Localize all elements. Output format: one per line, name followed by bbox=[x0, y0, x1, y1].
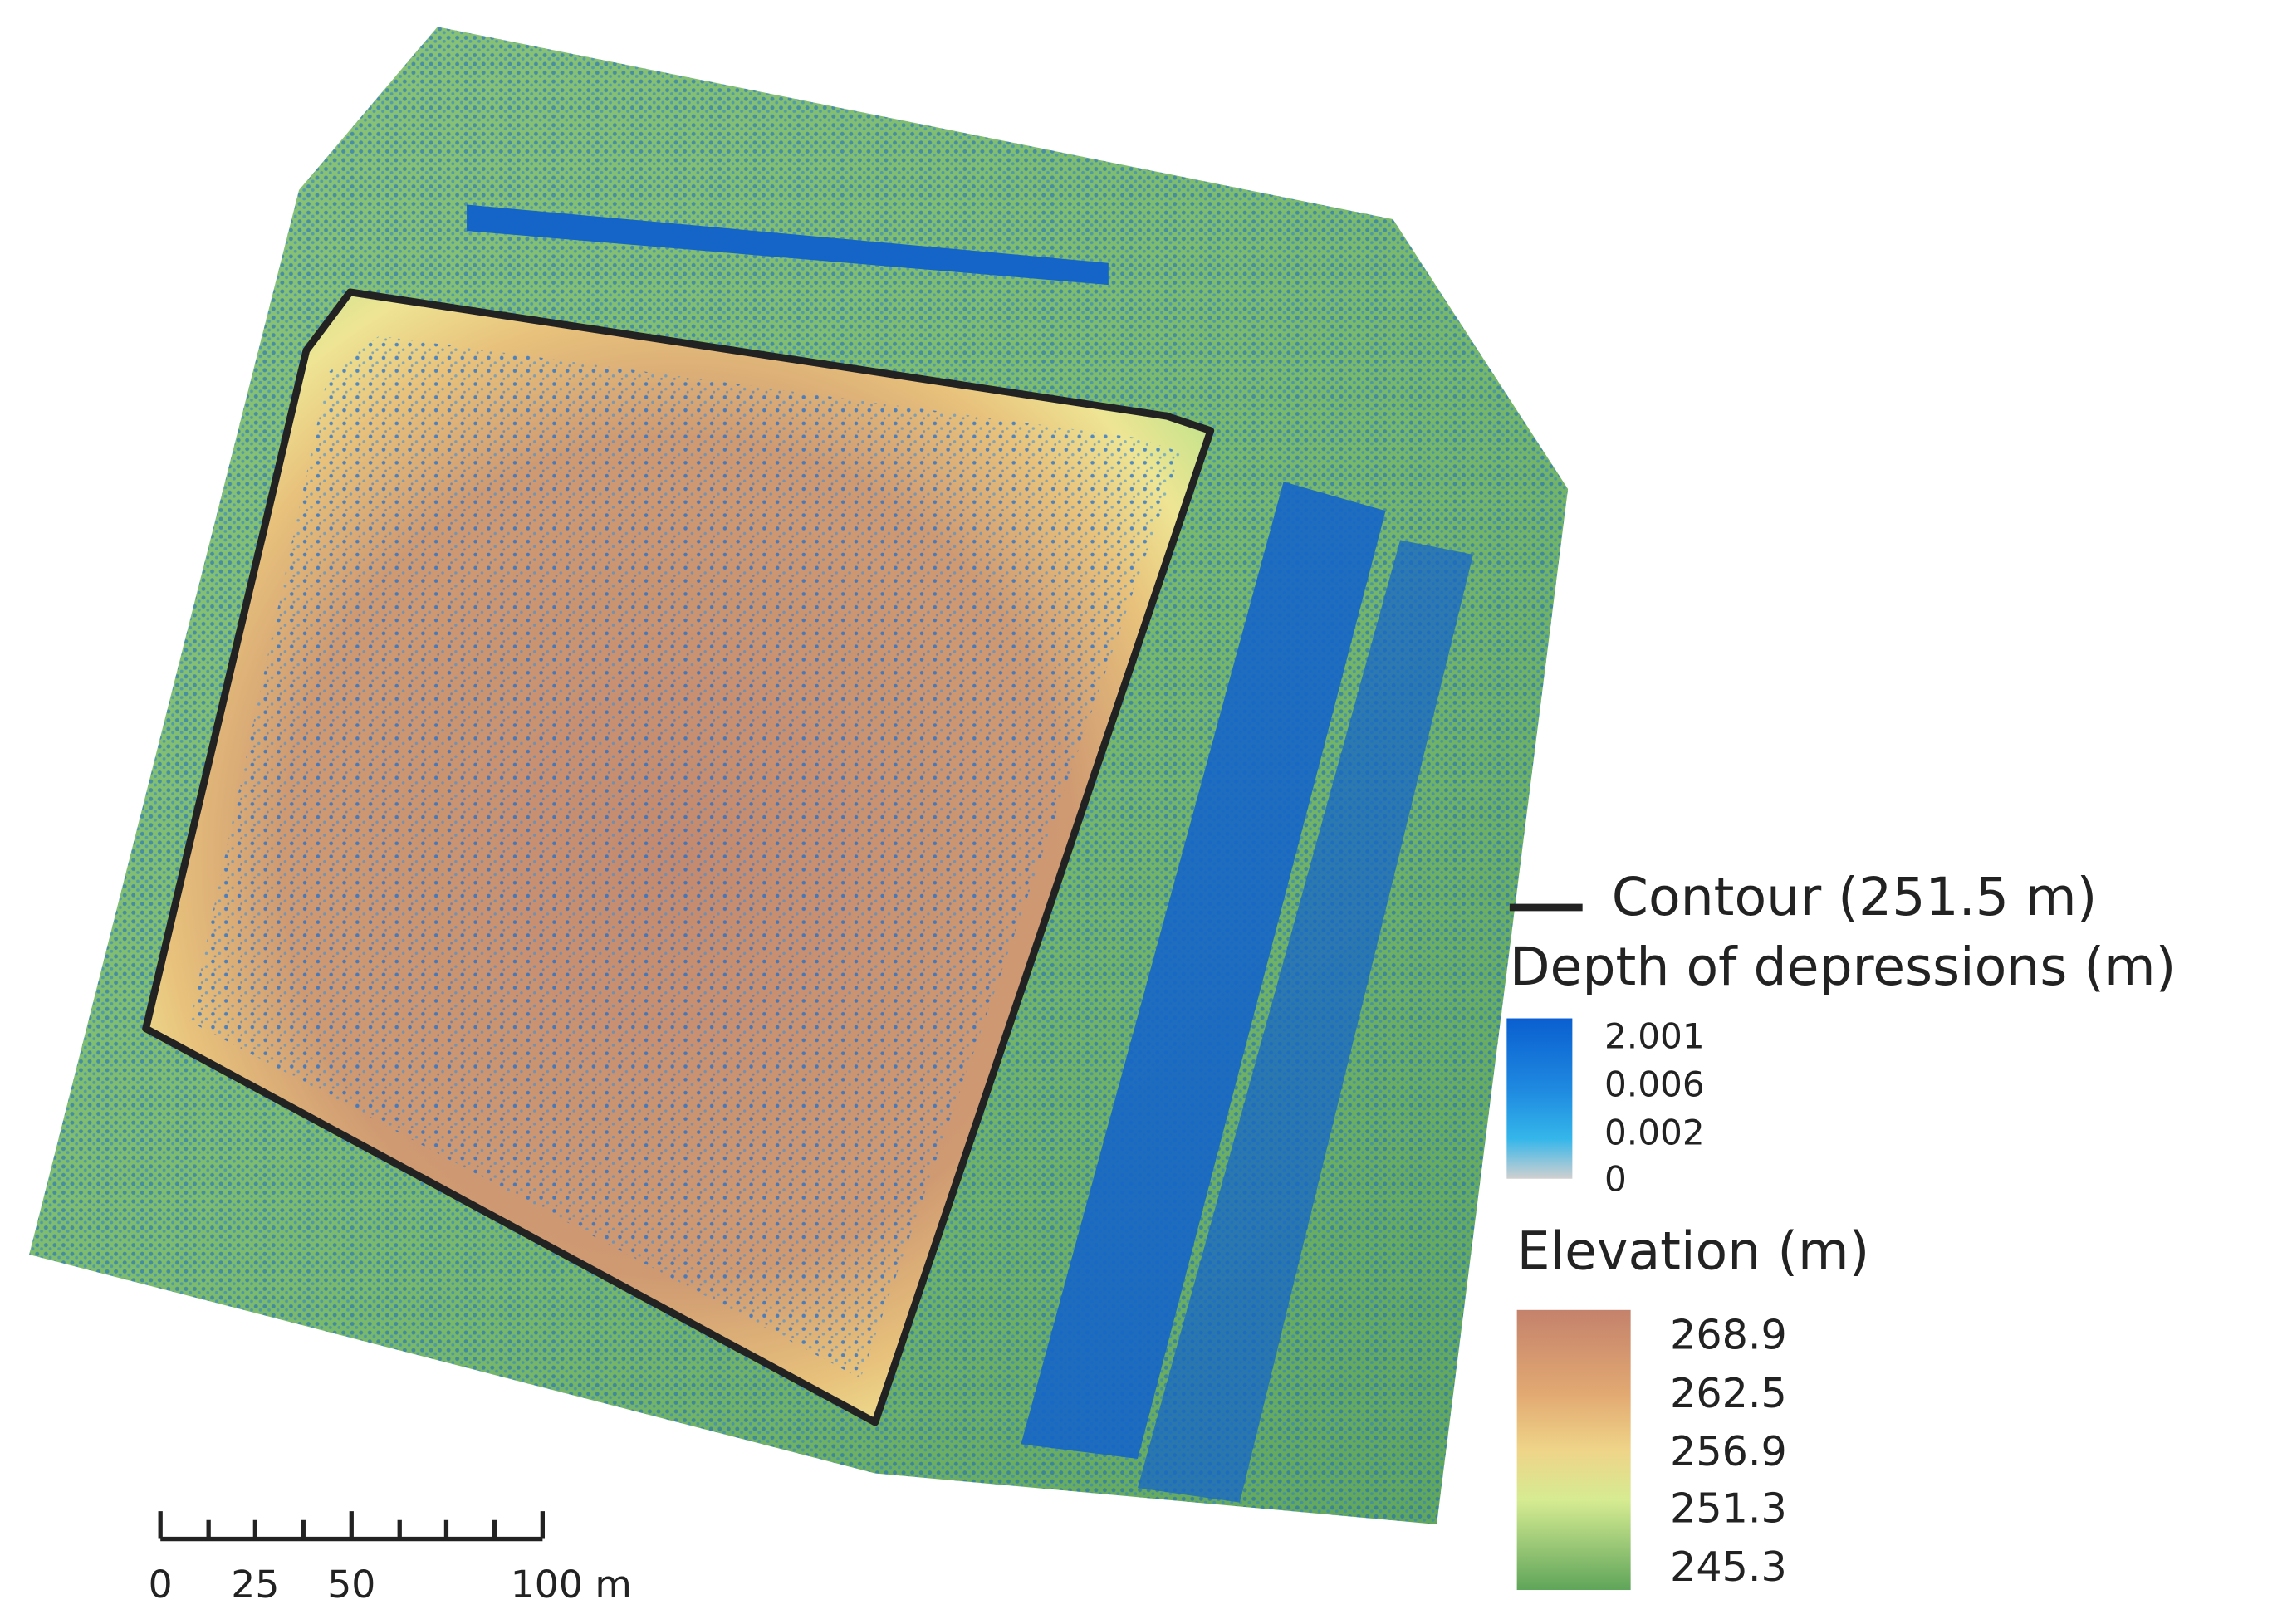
depression-strip bbox=[467, 204, 1109, 286]
elevation-tick: 245.3 bbox=[1670, 1543, 1787, 1591]
depth-tick: 0 bbox=[1604, 1159, 1627, 1200]
scale-label: 0 bbox=[149, 1563, 173, 1607]
scale-ticks bbox=[158, 1511, 546, 1539]
depth-title: Depth of depressions (m) bbox=[1510, 936, 2176, 997]
elevation-tick: 268.9 bbox=[1670, 1311, 1787, 1359]
scale-bar bbox=[158, 1511, 546, 1542]
contour-label: Contour (251.5 m) bbox=[1612, 866, 2097, 927]
scale-label: 50 bbox=[327, 1563, 375, 1607]
depression-strip bbox=[1021, 482, 1386, 1459]
elevation-ramp bbox=[1516, 1309, 1631, 1591]
legend: Contour (251.5 m) Depth of depressions (… bbox=[1506, 866, 2176, 1591]
elevation-tick: 251.3 bbox=[1670, 1485, 1787, 1533]
elevation-title: Elevation (m) bbox=[1517, 1220, 1870, 1282]
elevation-tick: 256.9 bbox=[1670, 1427, 1787, 1475]
scale-label: 100 m bbox=[511, 1563, 632, 1607]
depth-tick: 0.006 bbox=[1604, 1064, 1705, 1105]
interior-depressions bbox=[189, 335, 1182, 1379]
map bbox=[29, 27, 1569, 1524]
depth-ramp bbox=[1506, 1018, 1573, 1179]
depression-strip bbox=[1137, 540, 1473, 1503]
depth-tick: 2.001 bbox=[1604, 1016, 1705, 1057]
depth-tick: 0.002 bbox=[1604, 1113, 1705, 1153]
scale-label: 25 bbox=[231, 1563, 279, 1607]
elevation-tick: 262.5 bbox=[1670, 1369, 1787, 1417]
